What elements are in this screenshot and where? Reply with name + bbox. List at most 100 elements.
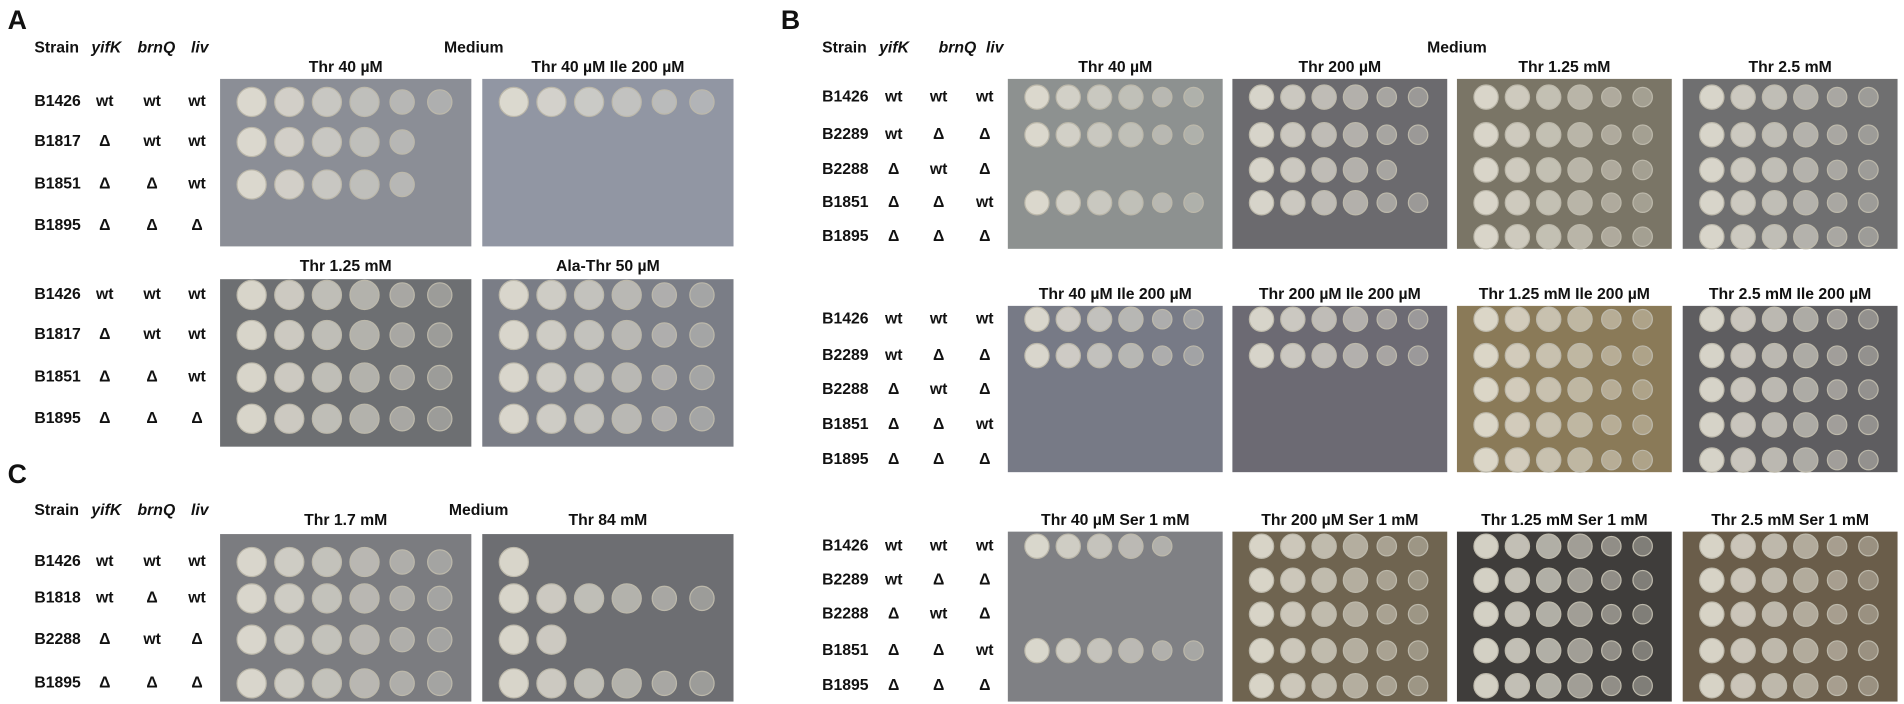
colony-spot bbox=[1730, 567, 1756, 593]
genotype: Δ bbox=[146, 217, 157, 234]
colony-spot bbox=[1793, 121, 1819, 148]
colony-spot bbox=[311, 169, 343, 200]
colony-spot bbox=[1376, 569, 1398, 591]
genotype: Δ bbox=[888, 451, 899, 468]
plate-title: Thr 1.25 mM Ser 1 mM bbox=[1481, 512, 1647, 529]
colony-spot bbox=[1342, 601, 1369, 627]
genotype: Δ bbox=[888, 381, 899, 398]
colony-spot bbox=[1086, 342, 1113, 369]
genotype: wt bbox=[929, 537, 948, 554]
colony-spot bbox=[1793, 637, 1819, 664]
genotype: Δ bbox=[888, 677, 899, 694]
panel-label: C bbox=[8, 459, 27, 489]
colony-spot bbox=[1730, 376, 1756, 403]
colony-spot bbox=[236, 624, 267, 655]
strain-header: Strain bbox=[34, 40, 79, 57]
genotype: Δ bbox=[146, 176, 157, 193]
colony-spot bbox=[311, 668, 343, 699]
colony-spot bbox=[1601, 449, 1622, 471]
colony-spot bbox=[1183, 640, 1204, 661]
colony-spot bbox=[1311, 157, 1337, 183]
colony-spot bbox=[1311, 84, 1337, 110]
plate-photo bbox=[1007, 305, 1223, 473]
colony-spot bbox=[1407, 569, 1429, 591]
genotype: Δ bbox=[99, 675, 110, 692]
colony-spot bbox=[311, 583, 343, 614]
gene-header: brnQ bbox=[138, 40, 176, 57]
colony-spot bbox=[1699, 342, 1725, 369]
plate-title: Thr 200 µM bbox=[1298, 59, 1381, 76]
colony-spot bbox=[689, 89, 715, 115]
colony-spot bbox=[427, 282, 453, 308]
colony-spot bbox=[1793, 306, 1819, 332]
colony-spot bbox=[1730, 412, 1756, 438]
colony-spot bbox=[1730, 189, 1756, 216]
colony-spot bbox=[1504, 412, 1531, 438]
colony-spot bbox=[1601, 569, 1622, 591]
colony-spot bbox=[689, 406, 715, 432]
colony-spot bbox=[1699, 673, 1725, 699]
colony-spot bbox=[1858, 345, 1879, 366]
colony-spot bbox=[651, 585, 678, 612]
colony-spot bbox=[1473, 673, 1499, 699]
colony-spot bbox=[1730, 673, 1756, 699]
colony-spot bbox=[1376, 308, 1398, 330]
colony-spot bbox=[651, 89, 678, 115]
genotype: wt bbox=[187, 133, 206, 150]
colony-spot bbox=[689, 585, 715, 612]
strain-name: B1426 bbox=[822, 310, 869, 327]
plate-title: Thr 40 µM Ile 200 µM bbox=[531, 59, 684, 76]
colony-spot bbox=[1793, 342, 1819, 369]
genotype: wt bbox=[187, 176, 206, 193]
strain-name: B1817 bbox=[34, 133, 81, 150]
colony-spot bbox=[1793, 673, 1819, 699]
colony-spot bbox=[1407, 124, 1429, 146]
genotype: Δ bbox=[191, 410, 202, 427]
colony-spot bbox=[1248, 306, 1275, 332]
colony-spot bbox=[1055, 637, 1082, 664]
colony-spot bbox=[1504, 306, 1531, 332]
colony-spot bbox=[1858, 675, 1879, 697]
colony-spot bbox=[1730, 342, 1756, 369]
colony-spot bbox=[311, 86, 343, 118]
genotype: Δ bbox=[99, 133, 110, 150]
colony-spot bbox=[1504, 223, 1531, 250]
colony-spot bbox=[611, 403, 642, 434]
colony-spot bbox=[236, 86, 267, 118]
colony-spot bbox=[1086, 84, 1113, 110]
colony-spot bbox=[651, 282, 678, 308]
colony-spot bbox=[1699, 157, 1725, 183]
colony-spot bbox=[1280, 121, 1306, 148]
colony-spot bbox=[1280, 342, 1306, 369]
colony-spot bbox=[427, 322, 453, 348]
colony-spot bbox=[274, 403, 305, 434]
colony-spot bbox=[1248, 84, 1275, 110]
genotype: wt bbox=[187, 369, 206, 386]
colony-spot bbox=[1567, 84, 1593, 110]
colony-spot bbox=[1376, 640, 1398, 661]
colony-spot bbox=[1024, 342, 1050, 369]
medium-header: Medium bbox=[444, 40, 504, 57]
colony-spot bbox=[536, 583, 567, 614]
colony-spot bbox=[1118, 637, 1144, 664]
colony-spot bbox=[1342, 342, 1369, 369]
colony-spot bbox=[389, 670, 415, 697]
colony-spot bbox=[1730, 306, 1756, 332]
strain-name: B2289 bbox=[822, 347, 869, 364]
genotype: wt bbox=[929, 161, 948, 178]
colony-spot bbox=[498, 362, 529, 393]
colony-spot bbox=[1248, 157, 1275, 183]
colony-spot bbox=[1183, 308, 1204, 330]
colony-spot bbox=[1858, 603, 1879, 625]
colony-spot bbox=[1632, 535, 1653, 557]
colony-spot bbox=[1248, 121, 1275, 148]
colony-spot bbox=[1376, 192, 1398, 214]
colony-spot bbox=[1280, 601, 1306, 627]
colony-spot bbox=[1024, 533, 1050, 559]
colony-spot bbox=[1280, 189, 1306, 216]
colony-spot bbox=[1311, 673, 1337, 699]
colony-spot bbox=[1504, 84, 1531, 110]
colony-spot bbox=[274, 86, 305, 118]
colony-spot bbox=[498, 624, 529, 655]
colony-spot bbox=[274, 169, 305, 200]
